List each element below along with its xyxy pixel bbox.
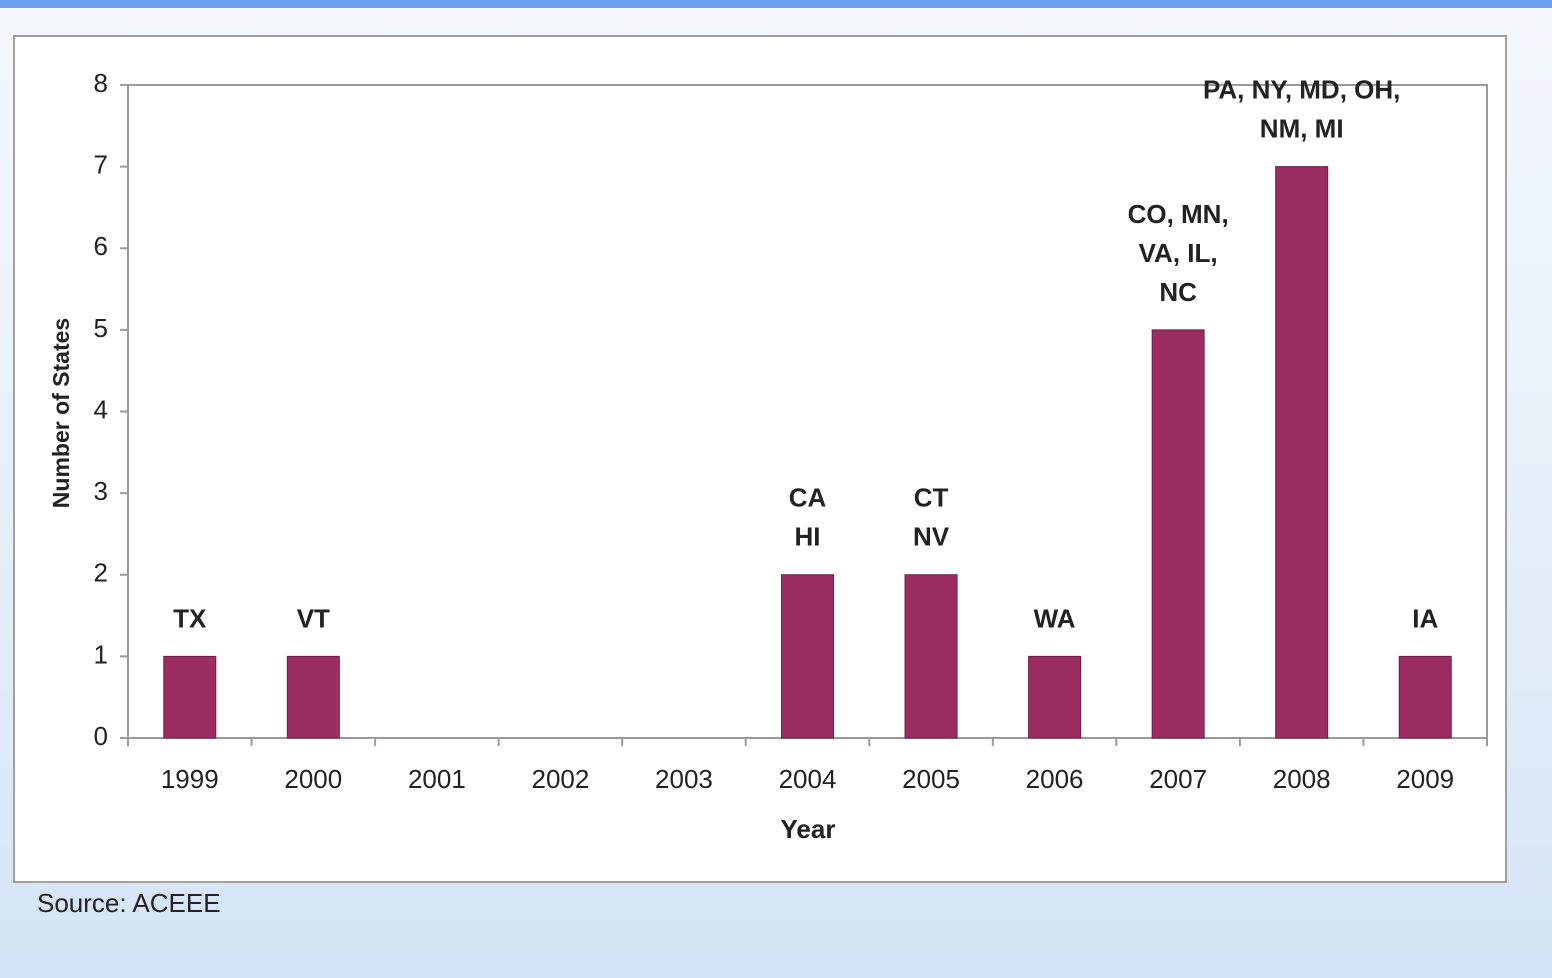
y-tick-label: 8 (94, 68, 108, 98)
bar-annotation: NM, MI (1260, 114, 1344, 144)
y-tick-label: 6 (94, 231, 108, 261)
source: Source: ACEEE (37, 888, 221, 918)
bar (163, 655, 217, 739)
y-tick-label: 4 (94, 394, 108, 424)
chart-frame (13, 35, 1507, 883)
x-tick-label: 2009 (1396, 764, 1454, 794)
x-tick-label: 2002 (531, 764, 589, 794)
bar (1151, 329, 1205, 739)
x-tick-label: 2008 (1273, 764, 1331, 794)
x-tick-label: 2006 (1026, 764, 1084, 794)
y-tick-label: 5 (94, 313, 108, 343)
y-tick-label: 7 (94, 150, 108, 180)
x-tick-label: 2005 (902, 764, 960, 794)
x-tick-label: 2003 (655, 764, 713, 794)
x-axis-title: Year (781, 814, 836, 844)
bar-annotation: IA (1412, 603, 1438, 633)
bar-annotation: PA, NY, MD, OH, (1203, 75, 1400, 105)
bar-annotation: VT (297, 603, 330, 633)
bar (904, 574, 958, 739)
y-tick-label: 0 (94, 721, 108, 751)
y-axis-title: Number of States (48, 318, 74, 508)
x-tick-label: 2004 (779, 764, 837, 794)
x-tick-label: 1999 (161, 764, 219, 794)
bar-annotation: CT (914, 483, 949, 513)
bar (1275, 166, 1329, 739)
y-tick-label: 2 (94, 558, 108, 588)
bar (286, 655, 340, 739)
x-tick-label: 2001 (408, 764, 466, 794)
bar-annotation: TX (173, 603, 207, 633)
bar-annotation: VA, IL, (1139, 238, 1218, 268)
x-tick-label: 2007 (1149, 764, 1207, 794)
bar-annotation: CA (789, 483, 827, 513)
bar-annotation: NC (1159, 277, 1197, 307)
y-tick-label: 1 (94, 639, 108, 669)
bar-annotation: HI (795, 522, 821, 552)
bar (781, 574, 834, 739)
bar (1398, 655, 1452, 739)
bar-annotation: WA (1034, 603, 1076, 633)
x-tick-label: 2000 (284, 764, 342, 794)
y-tick-label: 3 (94, 476, 108, 506)
bar-annotation: NV (913, 522, 950, 552)
bar-annotation: CO, MN, (1128, 199, 1229, 229)
top-bar (0, 0, 1552, 8)
bar (1028, 655, 1082, 739)
